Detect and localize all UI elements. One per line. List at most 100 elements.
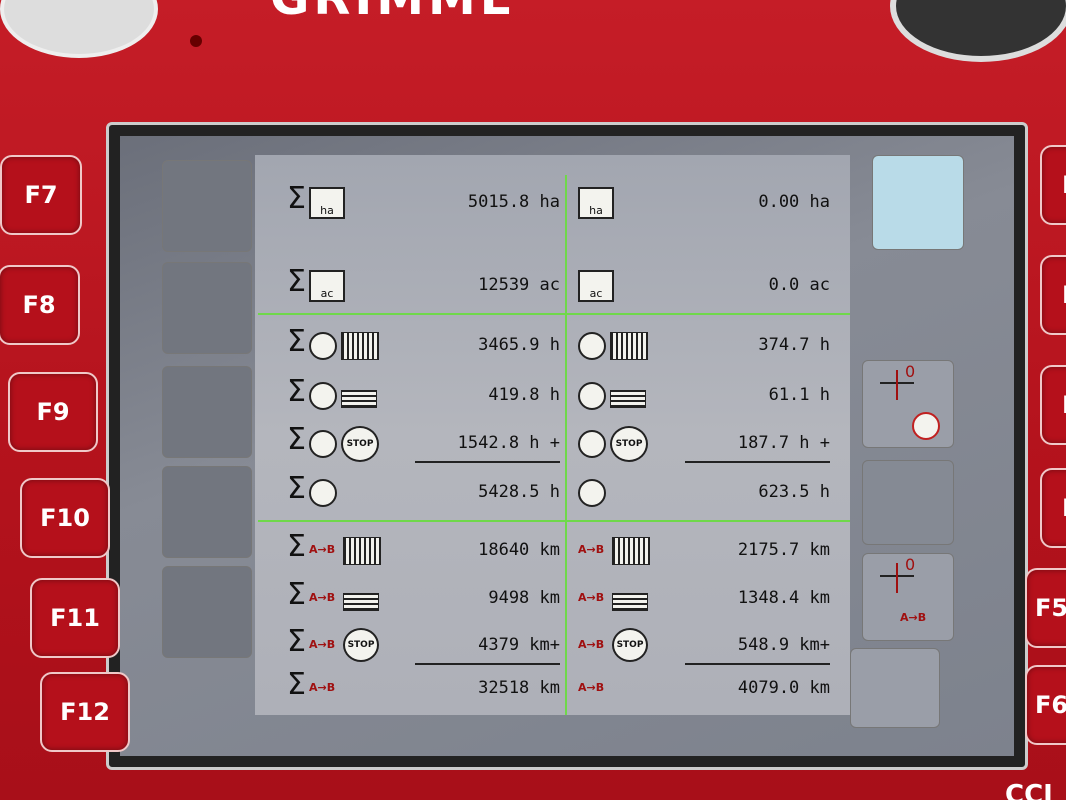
value: 18640 km [478,540,560,560]
function-key[interactable]: F9 [8,372,98,452]
bars-icon [612,593,648,611]
sum-line [685,663,830,665]
function-key[interactable]: F7 [0,155,82,235]
value: 5428.5 h [478,482,560,502]
value: 548.9 km+ [737,635,830,655]
clock-icon [578,479,606,507]
stop-icon: STOP [612,628,648,662]
bars-icon [343,593,379,611]
function-key[interactable]: F10 [20,478,110,558]
softkey[interactable] [162,160,252,252]
softkey[interactable] [862,460,954,545]
sigma-symbol: Σ [287,324,306,359]
stop-icon: STOP [343,628,379,662]
area-icon: ac [578,270,614,302]
softkey-symbol [896,370,898,400]
grid-line [565,175,567,715]
function-key[interactable]: F11 [30,578,120,658]
value: 3465.9 h [478,335,560,355]
sigma-symbol: Σ [287,624,306,659]
softkey[interactable] [850,648,940,728]
function-key[interactable]: F3 [1040,365,1066,445]
ab-icon: A→B [578,681,605,694]
sigma-symbol: Σ [287,422,306,457]
sigma-symbol: Σ [287,577,306,612]
clock-icon [578,430,606,458]
bars-icon [610,390,646,408]
ab-icon: A→B [578,591,605,604]
value: 0.00 ha [758,192,830,212]
softkey-label: 0 [905,362,916,381]
bars-icon [341,390,377,408]
area-icon: ha [309,187,345,219]
sigma-symbol: Σ [287,264,306,299]
rows-icon [343,537,381,565]
sum-line [685,461,830,463]
value: 374.7 h [758,335,830,355]
function-key[interactable]: F1 [1040,145,1066,225]
softkey-label: 0 [905,555,916,574]
clock-icon [309,382,337,410]
ab-icon: A→B [309,543,336,556]
ab-icon: A→B [578,638,605,651]
brand: GRIMME [270,0,517,26]
model: CCI [1005,780,1053,800]
function-key[interactable]: F12 [40,672,130,752]
value: 0.0 ac [768,275,830,295]
value: 1348.4 km [737,588,830,608]
value: 4079.0 km [737,678,830,698]
value: 5015.8 ha [467,192,560,212]
knob [890,0,1066,62]
value: 187.7 h + [737,433,830,453]
clock-icon [309,332,337,360]
rows-icon [610,332,648,360]
screw [190,35,202,47]
sigma-symbol: Σ [287,667,306,702]
value: 9498 km [488,588,560,608]
softkey-symbol [896,563,898,593]
sum-line [415,663,560,665]
rows-icon [612,537,650,565]
function-key[interactable]: F5 [1025,568,1066,648]
stop-icon: STOP [341,426,379,462]
softkey-sublabel: A→B [900,611,927,624]
softkey[interactable] [162,262,252,354]
sigma-symbol: Σ [287,529,306,564]
area-icon: ha [578,187,614,219]
softkey[interactable] [162,466,252,558]
value: 32518 km [478,678,560,698]
ab-icon: A→B [309,638,336,651]
rows-icon [341,332,379,360]
sigma-symbol: Σ [287,181,306,216]
value: 1542.8 h + [457,433,560,453]
knob [0,0,158,58]
sum-line [415,461,560,463]
function-key[interactable]: F8 [0,265,80,345]
clock-icon [912,412,940,440]
clock-icon [578,382,606,410]
softkey[interactable] [162,366,252,458]
value: 2175.7 km [737,540,830,560]
sigma-symbol: Σ [287,374,306,409]
sigma-symbol: Σ [287,471,306,506]
softkey[interactable] [862,553,954,641]
softkey[interactable] [872,155,964,250]
softkey[interactable] [162,566,252,658]
value: 4379 km+ [478,635,560,655]
clock-icon [309,430,337,458]
value: 61.1 h [768,385,830,405]
function-key[interactable]: F4 [1040,468,1066,548]
ab-icon: A→B [309,681,336,694]
clock-icon [578,332,606,360]
clock-icon [309,479,337,507]
function-key[interactable]: F6 [1025,665,1066,745]
grid-line [258,313,850,315]
value: 12539 ac [478,275,560,295]
function-key[interactable]: F2 [1040,255,1066,335]
value: 419.8 h [488,385,560,405]
softkey[interactable] [862,360,954,448]
ab-icon: A→B [578,543,605,556]
value: 623.5 h [758,482,830,502]
grid-line [258,520,850,522]
